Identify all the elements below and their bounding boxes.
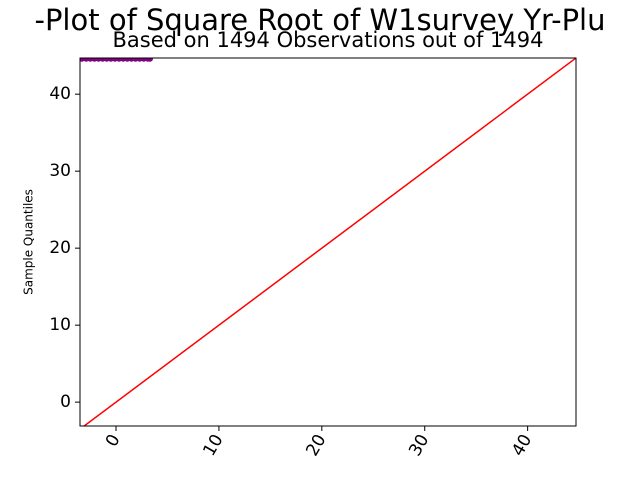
plot-area	[80, 58, 576, 426]
x-tick-label: 40	[508, 431, 536, 460]
x-tick-label: 30	[405, 431, 433, 460]
y-tick-label: 20	[49, 238, 71, 258]
plot-frame	[79, 57, 577, 427]
x-tick-label: 20	[302, 431, 330, 460]
y-tick-label: 40	[49, 84, 71, 104]
x-axis-label: Theoretical Quantiles	[263, 479, 392, 480]
chart-title: -Plot of Square Root of W1survey Yr-Plu	[34, 3, 605, 37]
y-tick-label: 0	[60, 392, 71, 412]
reference-line	[82, 58, 576, 426]
chart-subtitle: Based on 1494 Observations out of 1494	[112, 28, 543, 52]
y-tick-label: 30	[49, 161, 71, 181]
x-tick-label: 10	[199, 431, 227, 460]
y-tick-label: 10	[49, 315, 71, 335]
x-tick-label: 0	[102, 431, 125, 450]
point	[146, 58, 153, 62]
y-axis-label: Sample Quantiles	[22, 189, 36, 295]
